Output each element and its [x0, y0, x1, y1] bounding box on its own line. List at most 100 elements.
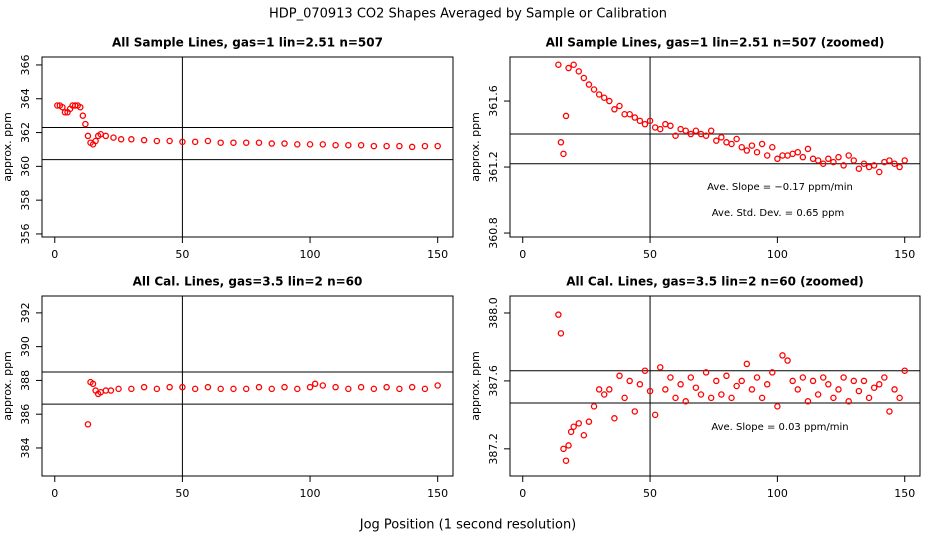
data-point: [651, 124, 659, 131]
data-point: [585, 418, 593, 425]
x-axis-label: Jog Position (1 second resolution): [359, 518, 577, 533]
x-tick-label: 100: [767, 248, 788, 261]
data-point: [748, 386, 756, 393]
y-axis-label: approx. ppm: [469, 351, 482, 421]
data-point: [753, 374, 761, 381]
y-tick-label: 356: [19, 223, 32, 244]
data-point: [789, 377, 796, 385]
data-point: [616, 372, 623, 380]
data-point: [567, 428, 575, 436]
y-tick-label: 388: [19, 370, 32, 391]
data-point: [865, 394, 873, 402]
data-point: [230, 385, 237, 393]
x-tick-label: 100: [300, 248, 321, 261]
data-point: [128, 136, 135, 143]
data-point: [631, 114, 639, 121]
data-point: [84, 132, 92, 140]
data-point: [332, 383, 339, 391]
data-point: [743, 360, 751, 368]
data-point: [845, 152, 852, 159]
data-point: [651, 411, 659, 419]
data-point: [570, 423, 577, 431]
data-point: [763, 152, 771, 159]
data-point: [102, 387, 110, 394]
data-point: [692, 127, 700, 134]
data-point: [153, 137, 161, 145]
x-tick-label: 50: [175, 248, 189, 261]
data-point: [641, 367, 649, 374]
data-point: [855, 387, 863, 395]
y-tick-label: 390: [19, 336, 32, 357]
data-point: [825, 155, 832, 163]
data-point: [268, 140, 276, 147]
plot-frame: [509, 295, 921, 477]
data-point: [702, 369, 710, 376]
data-point: [830, 394, 837, 402]
data-point: [860, 377, 868, 385]
data-point: [115, 385, 122, 393]
data-point: [662, 120, 669, 128]
data-point: [595, 386, 603, 393]
data-point: [733, 382, 740, 390]
data-point: [850, 157, 858, 164]
data-point: [656, 125, 664, 133]
panel-title: All Cal. Lines, gas=3.5 lin=2 n=60: [133, 275, 363, 289]
data-point: [667, 374, 674, 381]
x-tick-label: 0: [519, 248, 526, 261]
data-point: [153, 385, 161, 393]
x-tick-label: 0: [51, 248, 58, 261]
data-point: [774, 403, 781, 410]
data-point: [306, 383, 314, 391]
data-point: [682, 127, 689, 134]
y-tick-label: 387.6: [487, 365, 500, 397]
data-point: [580, 74, 588, 82]
data-point: [835, 153, 842, 161]
data-point: [77, 103, 84, 111]
plot-frame: [41, 56, 454, 238]
data-point: [110, 134, 117, 141]
data-point: [408, 143, 416, 151]
x-tick-label: 150: [427, 248, 448, 261]
data-point: [809, 155, 817, 163]
data-point: [107, 387, 115, 394]
data-point: [294, 385, 301, 393]
data-point: [557, 330, 565, 337]
data-point: [728, 394, 735, 402]
data-point: [860, 160, 868, 167]
data-point: [646, 117, 654, 125]
data-point: [281, 383, 288, 391]
data-point: [672, 132, 679, 139]
data-point: [636, 117, 644, 125]
data-point: [840, 374, 847, 381]
data-point: [319, 141, 327, 148]
data-point: [166, 137, 173, 145]
data-point: [814, 157, 822, 164]
x-tick-label: 0: [51, 487, 58, 500]
data-point: [789, 150, 796, 158]
data-point: [804, 145, 812, 153]
annotation: Ave. Std. Dev. = 0.65 ppm: [712, 208, 844, 219]
data-point: [179, 138, 186, 146]
data-point: [855, 165, 863, 172]
data-point: [611, 415, 618, 422]
data-point: [713, 137, 720, 144]
data-point: [718, 391, 725, 398]
data-point: [707, 127, 715, 134]
panel-title: All Sample Lines, gas=1 lin=2.51 n=507: [112, 36, 383, 50]
data-point: [830, 158, 837, 166]
data-point: [753, 148, 761, 156]
data-point: [570, 61, 577, 69]
y-axis-label: approx. ppm: [469, 112, 482, 182]
x-tick-label: 50: [643, 248, 657, 261]
data-point: [434, 142, 441, 150]
data-point: [82, 120, 89, 128]
data-point: [357, 383, 365, 391]
data-point: [687, 130, 695, 138]
data-point: [886, 157, 893, 164]
data-point: [656, 364, 664, 371]
data-point: [723, 139, 730, 146]
data-point: [217, 139, 224, 146]
data-point: [396, 385, 403, 393]
data-point: [560, 150, 567, 158]
data-point: [743, 147, 751, 154]
